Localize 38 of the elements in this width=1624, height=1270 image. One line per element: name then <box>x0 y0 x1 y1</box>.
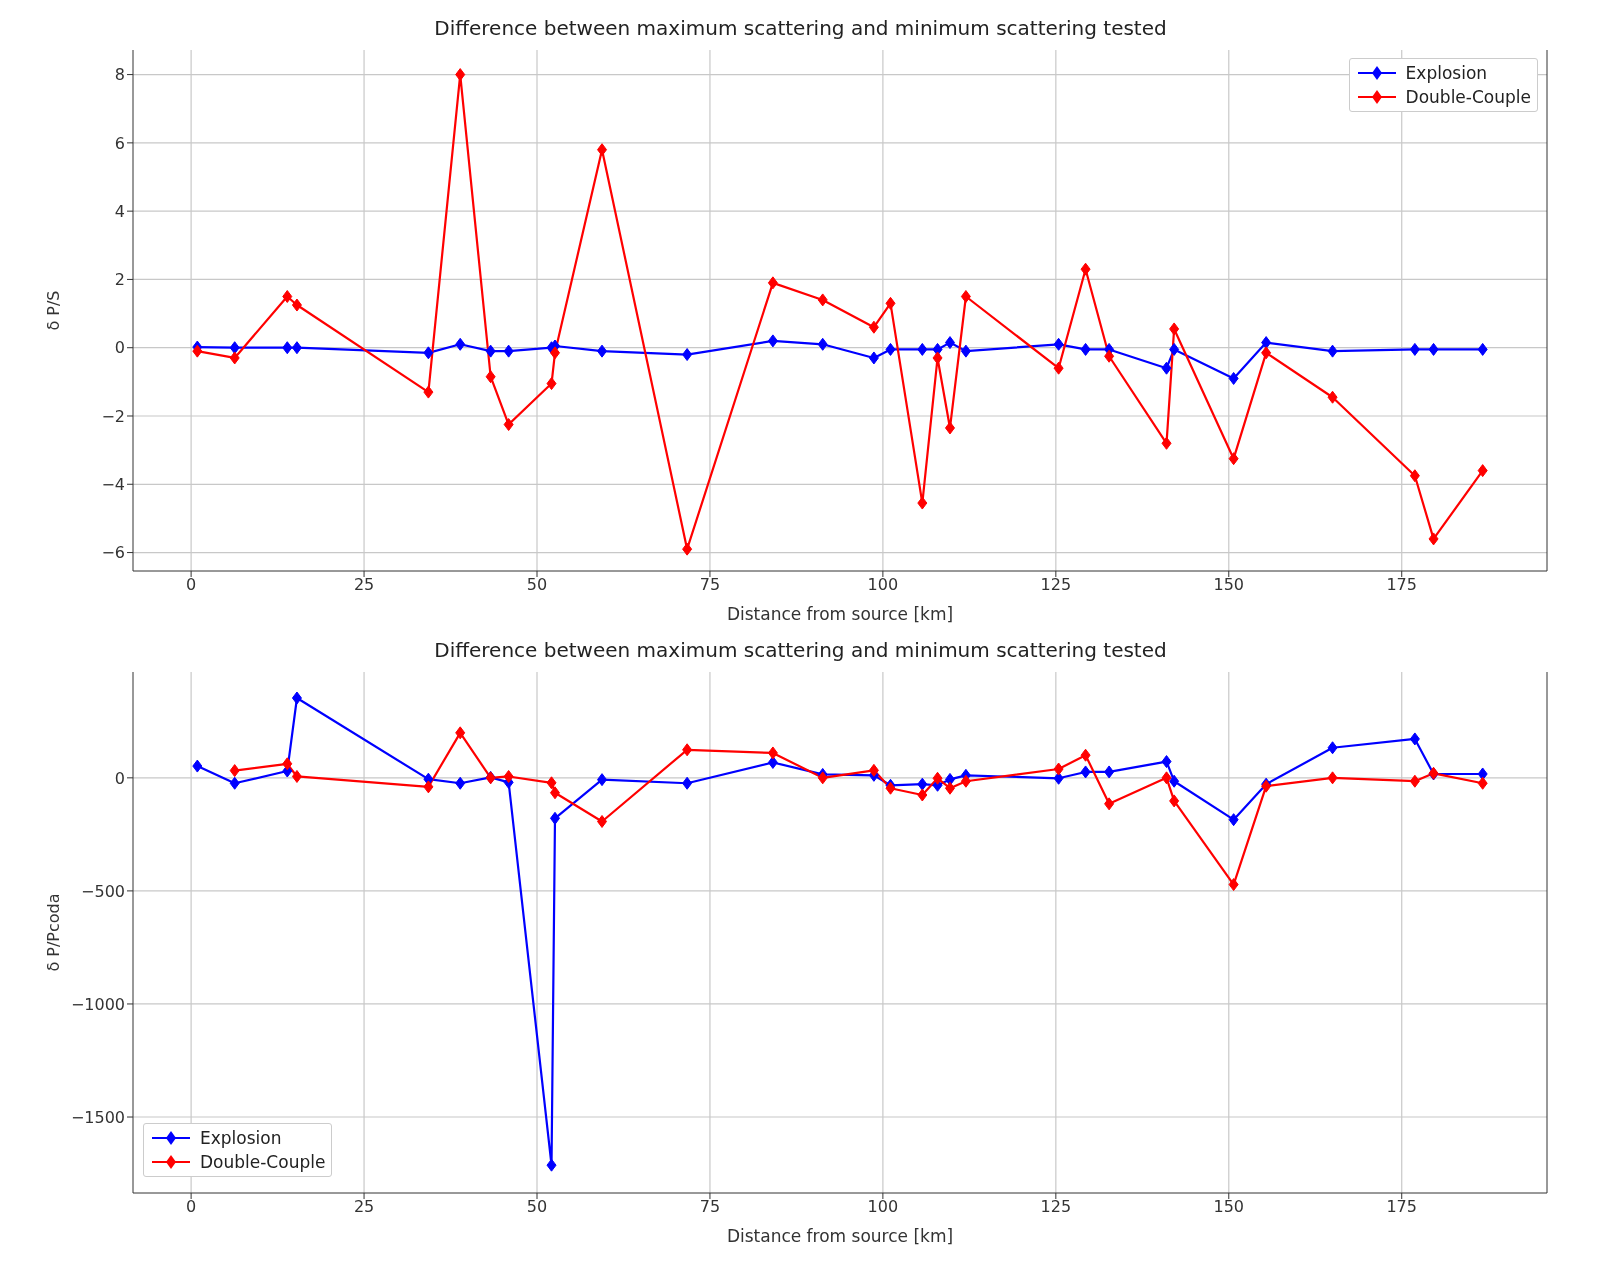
y-tick-label: −1500 <box>70 1107 125 1127</box>
x-tick-label: 50 <box>526 575 548 595</box>
x-tick-label: 0 <box>186 1197 197 1217</box>
y-tick-label: −6 <box>101 543 125 563</box>
legend-label: Explosion <box>1405 62 1488 85</box>
y-tick-label: 0 <box>114 768 125 788</box>
y-tick-label: −4 <box>101 474 125 494</box>
x-axis-title: Distance from source [km] <box>726 1226 954 1246</box>
x-axis-title: Distance from source [km] <box>726 604 954 624</box>
y-tick-label: 8 <box>114 65 125 85</box>
legend-label: Explosion <box>200 1127 282 1150</box>
y-tick-label: 4 <box>114 201 125 221</box>
y-axis-title: δ P/Pcoda <box>43 893 63 972</box>
x-tick-label: 75 <box>699 1197 721 1217</box>
x-tick-label: 100 <box>867 575 899 595</box>
x-tick-label: 25 <box>353 575 375 595</box>
x-tick-label: 0 <box>186 575 197 595</box>
y-tick-label: −500 <box>81 881 125 901</box>
x-tick-label: 175 <box>1386 1197 1417 1217</box>
y-tick-label: −1000 <box>70 994 125 1014</box>
x-tick-label: 175 <box>1386 575 1417 595</box>
y-tick-label: −2 <box>101 406 125 426</box>
legend-label: Double-Couple <box>1405 86 1531 109</box>
y-tick-label: 2 <box>114 270 125 290</box>
x-tick-label: 150 <box>1213 575 1245 595</box>
x-tick-label: 75 <box>699 575 721 595</box>
y-tick-label: 6 <box>114 133 125 153</box>
x-tick-label: 125 <box>1040 575 1072 595</box>
x-tick-label: 125 <box>1040 1197 1072 1217</box>
x-tick-label: 100 <box>867 1197 899 1217</box>
y-tick-label: 0 <box>114 338 125 358</box>
y-axis-title: δ P/S <box>43 290 63 331</box>
legend-label: Double-Couple <box>200 1151 326 1174</box>
chart-title: Difference between maximum scattering and minimum scattering tested <box>433 638 1168 662</box>
x-tick-label: 150 <box>1213 1197 1245 1217</box>
x-tick-label: 25 <box>353 1197 375 1217</box>
chart-title: Difference between maximum scattering and minimum scattering tested <box>433 16 1168 40</box>
x-tick-label: 50 <box>526 1197 548 1217</box>
